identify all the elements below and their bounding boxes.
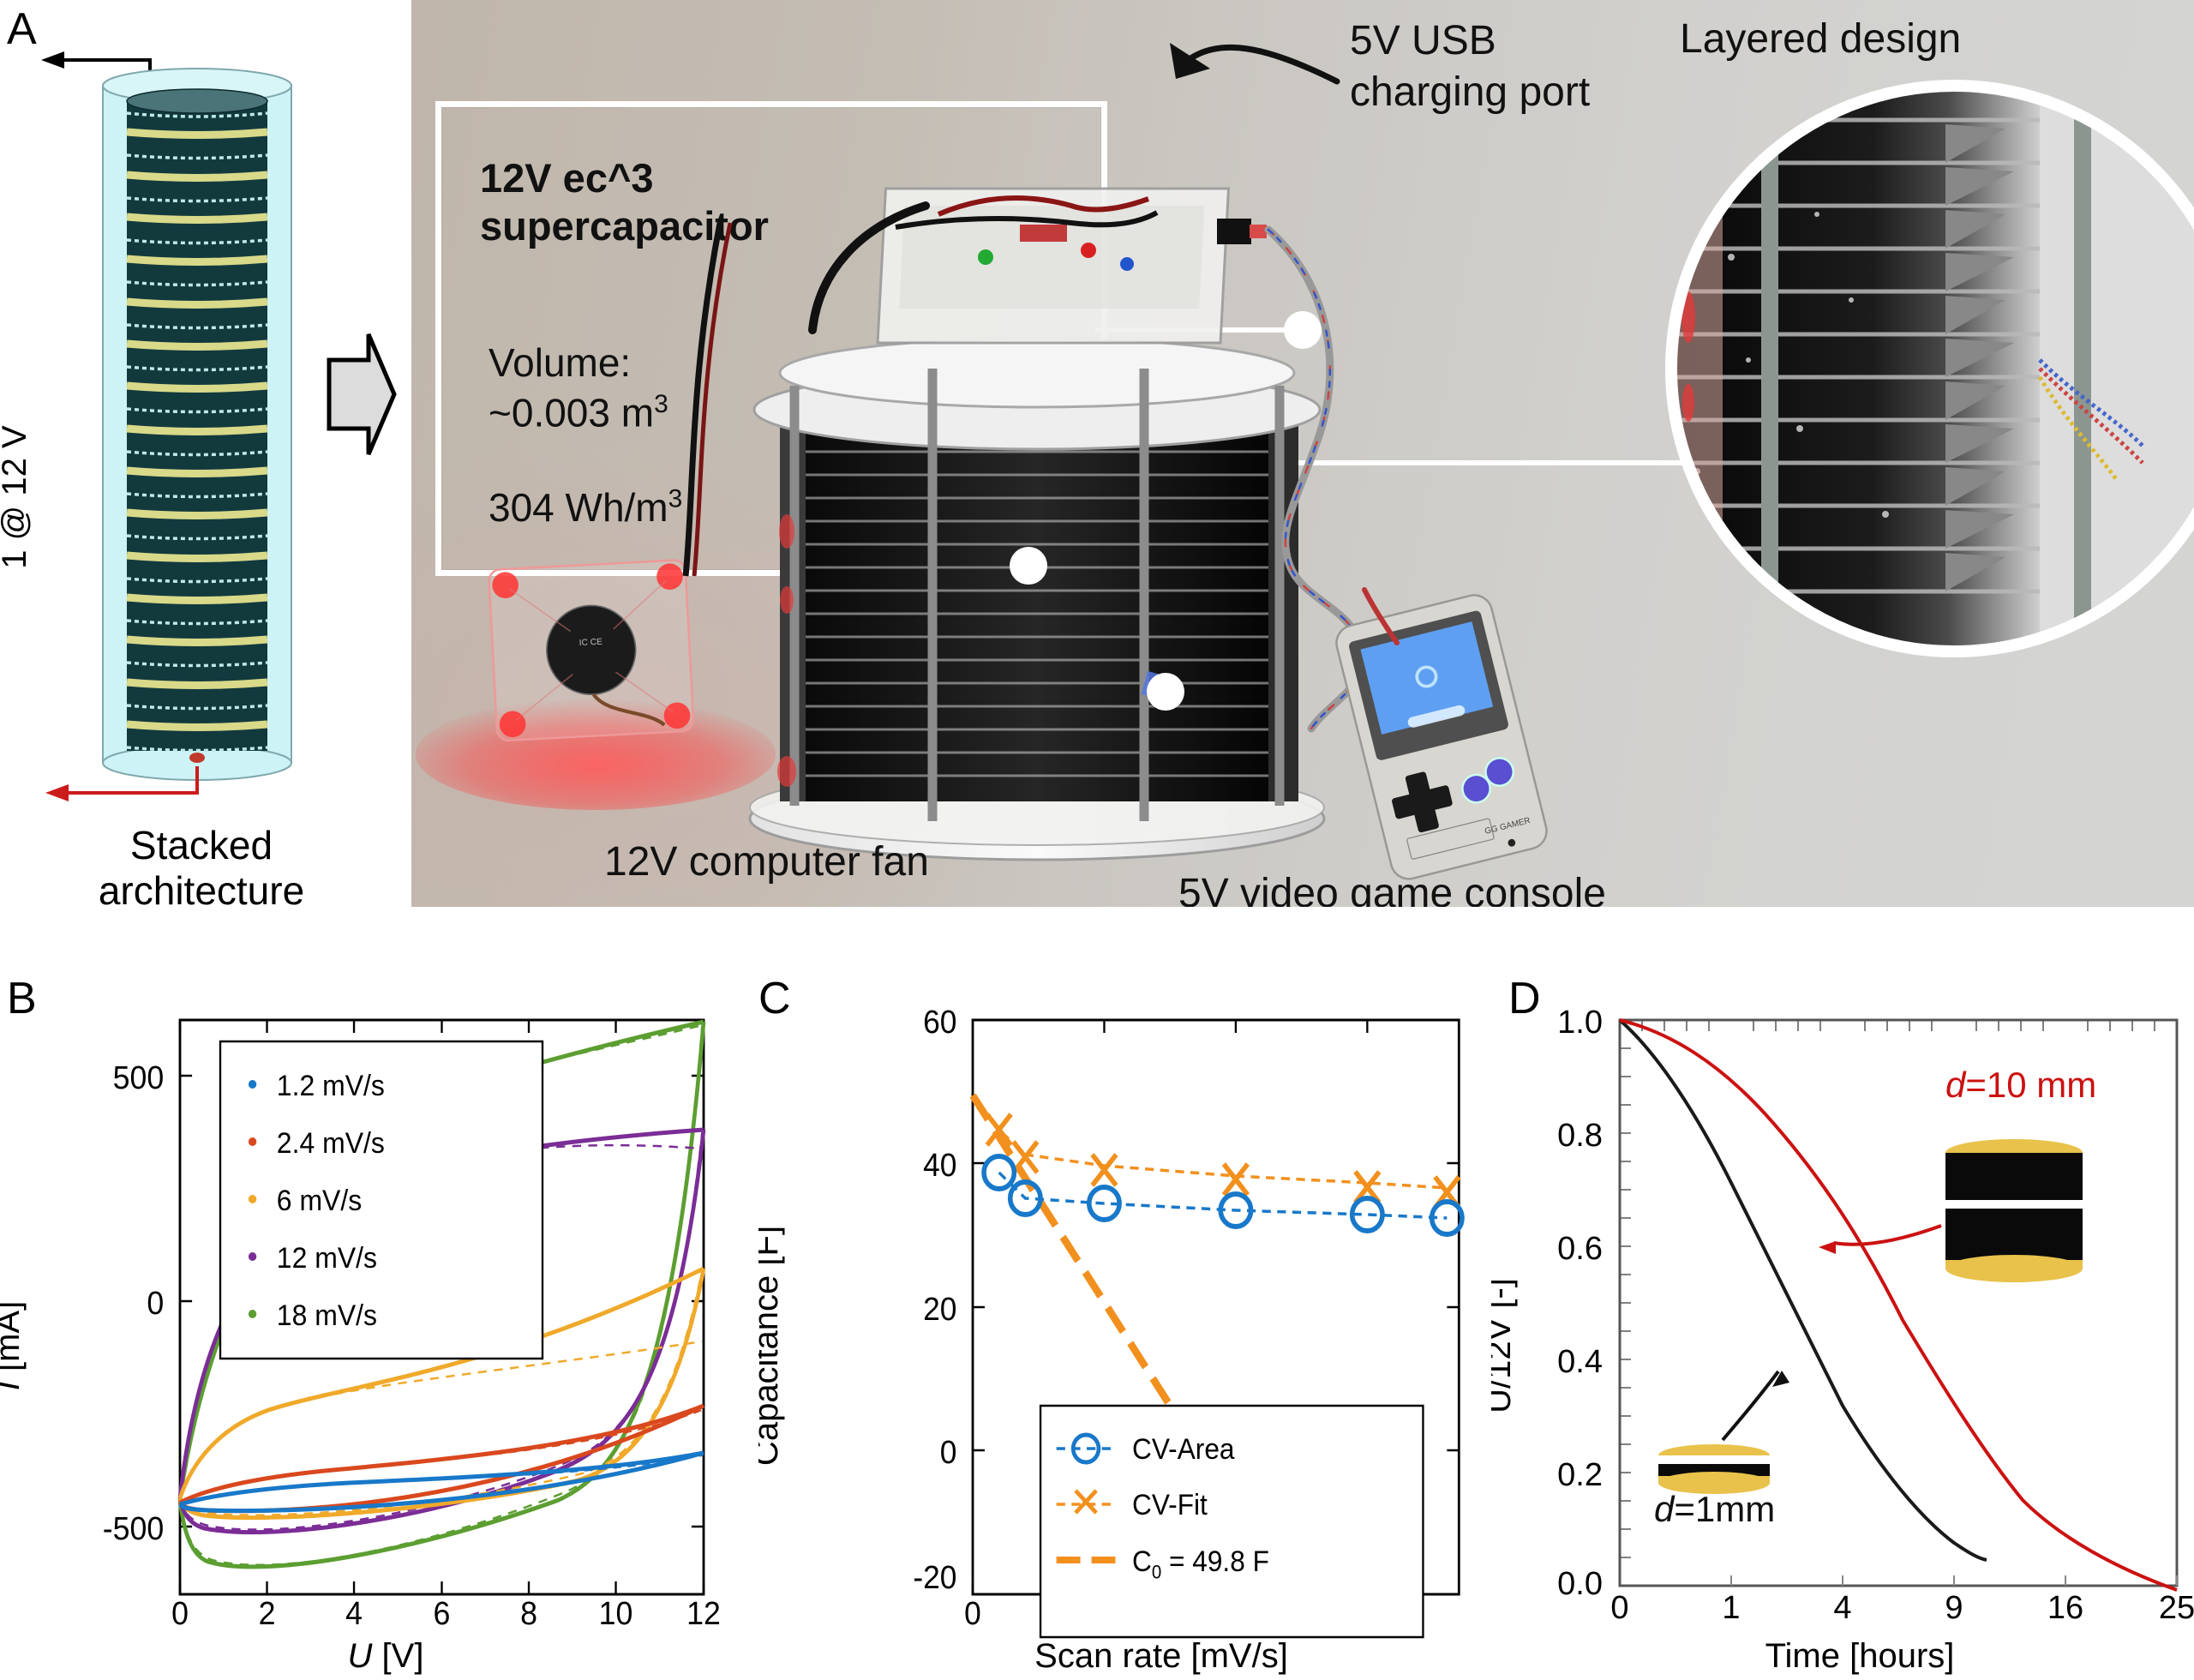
svg-text:1 @ 12 V: 1 @ 12 V	[0, 425, 33, 569]
svg-text:0.4: 0.4	[1557, 1344, 1603, 1380]
svg-text:12: 12	[686, 1595, 721, 1631]
svg-text:-20: -20	[913, 1559, 956, 1595]
svg-text:16: 16	[2047, 1590, 2083, 1626]
svg-text:-500: -500	[103, 1510, 164, 1546]
svg-text:12 mV/s: 12 mV/s	[277, 1241, 377, 1274]
svg-text:0.8: 0.8	[1557, 1118, 1603, 1154]
svg-text:8: 8	[520, 1595, 537, 1631]
svg-text:6: 6	[434, 1595, 451, 1631]
svg-text:40: 40	[923, 1147, 956, 1183]
svg-text:0: 0	[940, 1434, 957, 1470]
svg-text:0.6: 0.6	[1557, 1231, 1603, 1267]
svg-text:10: 10	[599, 1595, 633, 1631]
svg-text:0.0: 0.0	[1557, 1566, 1603, 1602]
svg-text:CV-Area: CV-Area	[1132, 1432, 1235, 1465]
svg-text:U [V]: U [V]	[348, 1637, 424, 1675]
svg-text:60: 60	[923, 1004, 956, 1040]
svg-text:0: 0	[964, 1595, 981, 1631]
svg-text:1.2 mV/s: 1.2 mV/s	[277, 1069, 385, 1101]
svg-text:500: 500	[113, 1059, 165, 1095]
svg-text:2: 2	[259, 1595, 276, 1631]
svg-text:0: 0	[147, 1285, 164, 1321]
svg-text:2.4 mV/s: 2.4 mV/s	[277, 1126, 385, 1159]
svg-text:1: 1	[1722, 1590, 1740, 1626]
svg-text:d=10 mm: d=10 mm	[1945, 1065, 2096, 1105]
svg-text:18 mV/s: 18 mV/s	[277, 1299, 377, 1331]
svg-text:I [mA]: I [mA]	[0, 1301, 27, 1390]
svg-text:0: 0	[171, 1595, 189, 1631]
svg-text:6 mV/s: 6 mV/s	[277, 1184, 362, 1216]
svg-text:20: 20	[923, 1291, 956, 1327]
svg-text:4: 4	[345, 1595, 363, 1631]
svg-text:U/12V [-]: U/12V [-]	[1491, 1278, 1518, 1413]
svg-text:9: 9	[1945, 1590, 1963, 1626]
svg-text:Time [hours]: Time [hours]	[1765, 1637, 1955, 1675]
svg-text:0.2: 0.2	[1557, 1457, 1603, 1493]
svg-text:CV-Fit: CV-Fit	[1132, 1488, 1208, 1521]
svg-text:4: 4	[1833, 1590, 1851, 1626]
svg-text:0: 0	[1610, 1590, 1628, 1626]
svg-text:25: 25	[2159, 1590, 2194, 1626]
svg-text:Capacitance [F]: Capacitance [F]	[758, 1226, 785, 1466]
svg-text:d=1mm: d=1mm	[1654, 1489, 1775, 1529]
svg-text:Scan rate [mV/s]: Scan rate [mV/s]	[1034, 1637, 1288, 1675]
svg-text:1.0: 1.0	[1557, 1005, 1603, 1041]
